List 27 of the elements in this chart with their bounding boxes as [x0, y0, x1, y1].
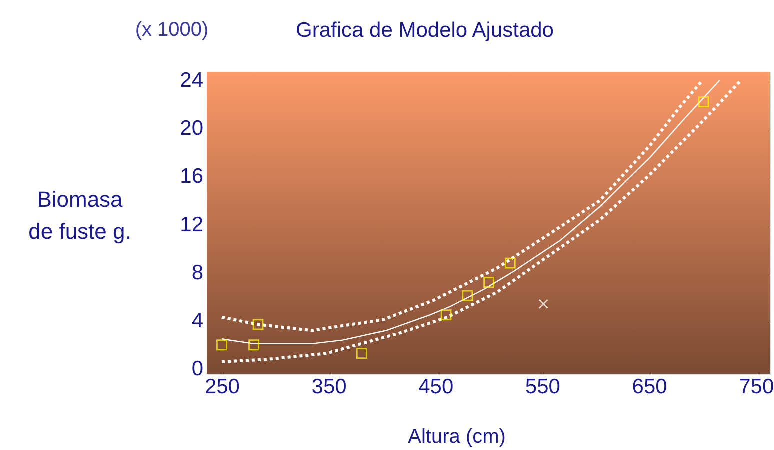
point — [698, 96, 710, 108]
x-axis-title: Altura (cm) — [408, 426, 506, 448]
y-tick-label: 8 — [192, 261, 204, 284]
x-tick-label: 350 — [312, 376, 347, 398]
chart-title: Grafica de Modelo Ajustado — [296, 19, 554, 42]
y-tick-label: 12 — [180, 213, 204, 236]
y-tick-label: 16 — [180, 165, 204, 188]
y-axis-title: Biomasa de fuste g. — [28, 187, 132, 244]
x-tick-label: 450 — [418, 376, 454, 398]
x-tick-label: 550 — [525, 376, 560, 398]
point — [216, 340, 228, 351]
point — [252, 319, 264, 330]
y-tick-label: 24 — [180, 68, 204, 92]
point — [504, 258, 516, 269]
point — [440, 310, 452, 320]
x-tick-label: 250 — [204, 376, 240, 398]
y-tick-label: 0 — [192, 358, 204, 381]
point — [484, 277, 494, 288]
point — [356, 348, 368, 359]
point — [248, 340, 260, 351]
point — [462, 290, 474, 302]
text: (x 1000) — [135, 19, 209, 41]
x-tick-label: 650 — [632, 376, 668, 398]
point — [538, 299, 548, 310]
y-tick-label: 20 — [180, 117, 204, 140]
y-tick-label: 4 — [192, 310, 204, 333]
x-tick-label: 750 — [739, 376, 774, 398]
